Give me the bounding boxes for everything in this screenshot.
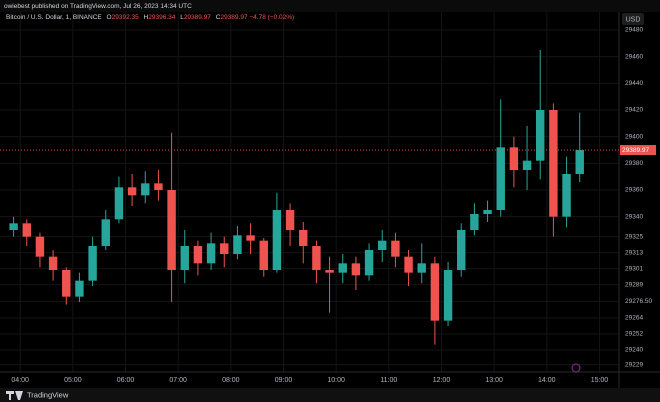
x-tick-label: 07:00	[169, 377, 187, 384]
candle-body	[378, 240, 387, 250]
candle-body	[114, 187, 124, 220]
logo-icon	[6, 391, 23, 400]
y-tick-label: 29276.50	[625, 298, 652, 305]
candle-body	[62, 270, 71, 297]
x-tick-label: 08:00	[222, 377, 240, 384]
candle-body	[193, 246, 203, 264]
candle-body	[48, 256, 58, 270]
change: −4.78	[249, 14, 266, 21]
candle-body	[259, 240, 268, 270]
currency: USD	[626, 16, 641, 23]
candle-body	[9, 223, 18, 230]
y-tick-label: 29229	[625, 361, 643, 368]
candle-body	[417, 263, 426, 273]
candle-body	[167, 190, 176, 270]
bottom-bar	[0, 388, 660, 402]
high-label: H	[143, 14, 149, 21]
y-tick-label: 29252	[625, 331, 643, 338]
legend: Bitcoin / U.S. Dollar, 1, BINANCE O29392…	[6, 14, 294, 21]
candle-body	[180, 246, 189, 270]
candle-body	[154, 183, 163, 190]
y-tick-label: 29301	[625, 265, 643, 272]
brand: TradingView	[27, 390, 69, 399]
candle-body	[443, 270, 453, 321]
candle-body	[285, 210, 295, 230]
x-tick-label: 04:00	[11, 377, 29, 384]
candle-body	[101, 219, 110, 246]
candle-body	[575, 150, 584, 174]
candle-body	[509, 147, 519, 170]
open-label: O	[106, 14, 112, 21]
candle-body	[312, 246, 321, 270]
y-tick-label: 29289	[625, 281, 643, 288]
candle-body	[299, 230, 308, 246]
candle-body	[35, 236, 45, 257]
y-tick-label: 29380	[625, 160, 643, 167]
close-value: 29389.97	[220, 14, 248, 21]
x-tick-label: 13:00	[485, 377, 503, 384]
candle-body	[430, 263, 440, 321]
x-tick-label: 15:00	[591, 377, 609, 384]
y-tick-label: 29240	[625, 347, 643, 354]
candle-body	[22, 223, 31, 237]
low-value: 29389.97	[183, 14, 211, 21]
close-label: C	[215, 14, 221, 21]
x-tick-label: 12:00	[433, 377, 451, 384]
candle-body	[562, 174, 571, 217]
candle-body	[325, 270, 334, 273]
publisher: owiebest published on TradingView.com, J…	[4, 3, 192, 10]
candle-body	[233, 235, 242, 254]
candle-body	[549, 110, 558, 217]
y-tick-label: 29460	[625, 53, 643, 60]
candle-body	[391, 240, 400, 257]
change-percent: (−0.02%)	[267, 14, 295, 21]
y-tick-label: 29360	[625, 187, 643, 194]
candle-body	[141, 183, 150, 196]
x-tick-label: 05:00	[64, 377, 82, 384]
candle-body	[404, 256, 413, 273]
candle-body	[88, 246, 97, 281]
candle-body	[272, 210, 282, 270]
last-price-box	[620, 145, 656, 156]
candle-body	[338, 263, 347, 273]
y-tick-label: 29420	[625, 107, 643, 114]
top-bar	[0, 0, 660, 12]
candle-body	[127, 187, 137, 196]
currency-box	[622, 13, 644, 25]
symbol: Bitcoin / U.S. Dollar, 1, BINANCE	[6, 14, 102, 21]
x-tick-label: 10:00	[327, 377, 345, 384]
candle-body	[246, 235, 255, 241]
y-tick-label: 29264	[625, 315, 643, 322]
last-price-label: 29389.97	[622, 147, 649, 154]
open-value: 29392.35	[111, 14, 139, 21]
y-tick-label: 29400	[625, 133, 643, 140]
candle-body	[483, 210, 492, 214]
x-tick-label: 11:00	[380, 377, 397, 384]
candle-body	[351, 263, 361, 276]
candle-body	[470, 214, 479, 230]
candle-body	[522, 160, 532, 170]
high-value: 29396.34	[148, 14, 176, 21]
y-tick-label: 29480	[625, 27, 643, 34]
x-tick-label: 14:00	[538, 377, 556, 384]
x-tick-label: 06:00	[117, 377, 135, 384]
candle-body	[364, 250, 374, 276]
y-tick-label: 29325	[625, 233, 643, 240]
candle-body	[457, 230, 466, 270]
candle-body	[206, 243, 216, 264]
y-tick-label: 29340	[625, 213, 643, 220]
candle-body	[220, 243, 229, 254]
candle-body	[75, 280, 84, 297]
y-tick-label: 29313	[625, 249, 643, 256]
low-label: L	[180, 14, 184, 21]
candle-body	[536, 110, 545, 161]
candle-body	[496, 147, 505, 210]
event-icon	[571, 363, 581, 373]
y-tick-label: 29440	[625, 80, 643, 87]
x-tick-label: 09:00	[275, 377, 293, 384]
